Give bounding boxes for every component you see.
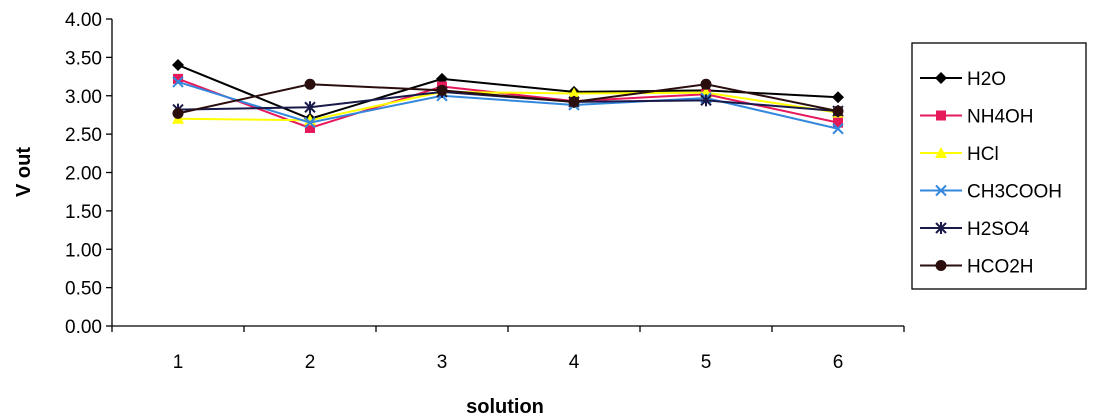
- series-line: [177, 83, 839, 115]
- series-line: [177, 80, 839, 130]
- data-point: [304, 116, 316, 129]
- y-tick-label: 3.50: [65, 48, 102, 69]
- y-tick-label: 1.50: [65, 202, 102, 223]
- legend-item: HCO2H: [920, 257, 1034, 278]
- legend-marker: [935, 72, 947, 84]
- data-point: [305, 122, 315, 133]
- x-axis: 1 2 3 4 5 6: [111, 325, 905, 373]
- y-tick-label: 0.00: [65, 317, 102, 338]
- legend: H2O NH4OH HCl CH3COOH H2SO4 HCO2H: [911, 42, 1087, 290]
- legend-label: NH4OH: [967, 107, 1034, 128]
- y-tick-label: 3.00: [65, 87, 102, 108]
- legend-label: H2O: [967, 69, 1006, 90]
- y-tick-label: 4.00: [65, 10, 102, 31]
- y-tick-label: 1.00: [65, 240, 102, 261]
- data-point: [172, 76, 184, 88]
- x-axis-title: solution: [466, 396, 544, 418]
- legend-label: CH3COOH: [967, 182, 1062, 203]
- legend-marker: [936, 110, 946, 121]
- data-point: [832, 105, 844, 117]
- data-point: [172, 107, 184, 119]
- legend-marker: [935, 222, 947, 234]
- legend-item: CH3COOH: [920, 182, 1062, 203]
- series-hco2h: [172, 78, 844, 119]
- legend-label: H2SO4: [967, 219, 1030, 240]
- legend-marker: [935, 147, 947, 158]
- data-point: [304, 78, 316, 90]
- data-point: [832, 123, 844, 135]
- legend-item: HCl: [920, 144, 999, 165]
- x-tick-label: 1: [173, 352, 184, 373]
- data-point: [832, 91, 844, 104]
- data-point: [436, 84, 448, 96]
- series-line: [177, 64, 839, 120]
- legend-label: HCO2H: [967, 257, 1034, 278]
- y-tick-label: 2.00: [65, 164, 102, 185]
- legend-item: NH4OH: [920, 107, 1034, 128]
- legend-item: H2O: [920, 69, 1006, 90]
- legend-label: HCl: [967, 144, 999, 165]
- data-point: [833, 117, 843, 128]
- x-tick-label: 6: [833, 352, 844, 373]
- data-point: [304, 101, 316, 114]
- y-axis: 0.00 0.50 1.00 1.50 2.00 2.50 3.00 3.50 4.00: [65, 10, 113, 338]
- legend-marker: [935, 260, 947, 271]
- data-point: [568, 87, 580, 99]
- series-line: [177, 90, 839, 122]
- data-point: [172, 59, 184, 72]
- x-tick-label: 3: [437, 352, 448, 373]
- data-point: [700, 94, 712, 107]
- y-tick-label: 2.50: [65, 125, 102, 146]
- x-tick-label: 4: [569, 352, 580, 373]
- x-tick-label: 5: [701, 352, 712, 373]
- x-tick-label: 2: [305, 352, 316, 373]
- data-point: [568, 96, 580, 108]
- data-point: [173, 73, 183, 84]
- data-point: [700, 78, 712, 90]
- y-tick-label: 0.50: [65, 279, 102, 300]
- series-area: [172, 59, 844, 135]
- legend-marker: [935, 184, 947, 197]
- legend-item: H2SO4: [920, 219, 1030, 240]
- y-axis-title: V out: [13, 147, 35, 197]
